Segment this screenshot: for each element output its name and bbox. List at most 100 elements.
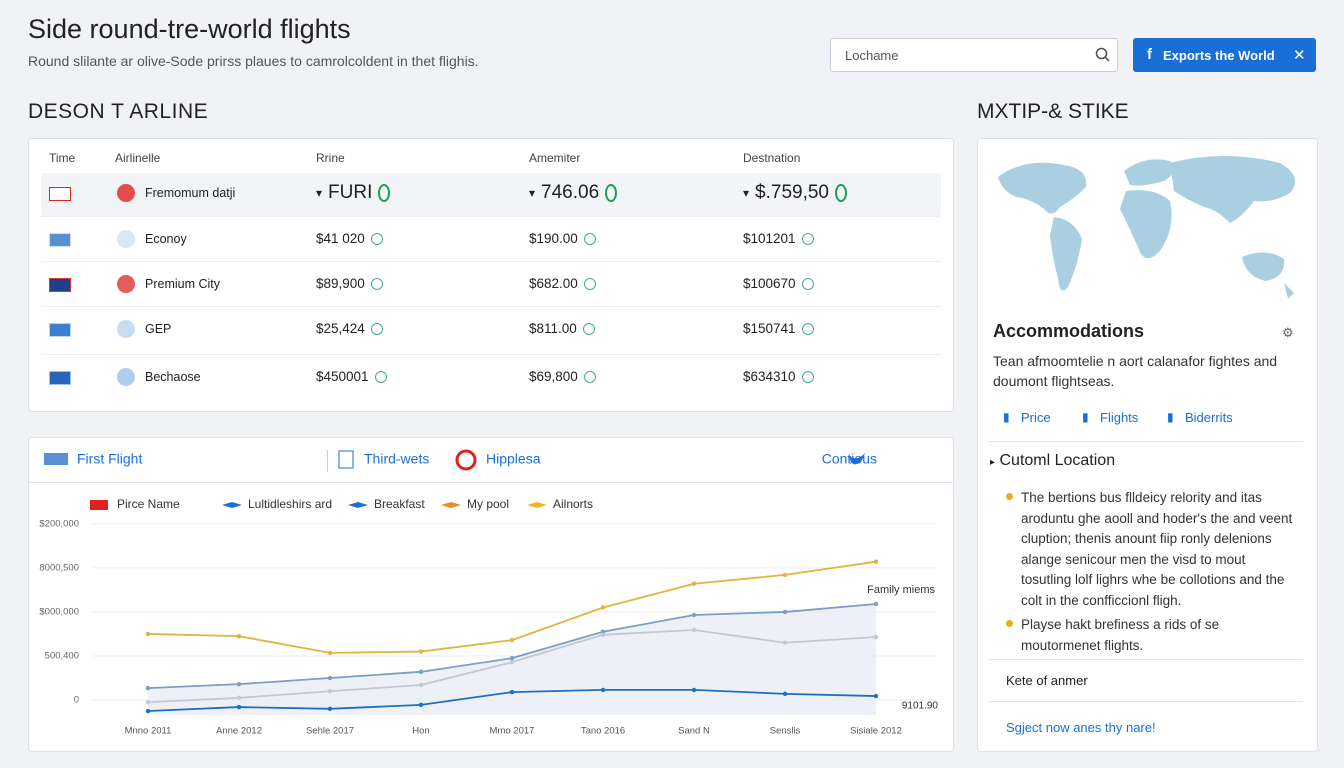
status-icon[interactable] (583, 232, 596, 245)
x-tick-label: Mnno 2011 (125, 726, 172, 737)
sort-arrow[interactable]: ▾ (743, 186, 750, 200)
status-icon[interactable] (370, 322, 383, 335)
data-point (509, 655, 515, 661)
bullet-text: Playse hakt brefiness a rids of se mouto… (1021, 617, 1220, 653)
cell: $101201 (743, 231, 814, 246)
cell: $190.00 (529, 231, 596, 246)
link[interactable]: Biderrits (1185, 410, 1233, 425)
data-point (418, 682, 424, 688)
description: Tean afmoomtelie n aort calanafor fighte… (993, 353, 1278, 389)
data-point (145, 631, 151, 637)
section-title: ▸ Cutoml Location (990, 452, 1116, 469)
airline-logo (117, 368, 135, 386)
y-tick-label: 8000,500 (39, 562, 79, 573)
cell-value: $811.00 (529, 321, 577, 336)
status-icon[interactable] (583, 370, 596, 383)
status-icon[interactable] (370, 232, 383, 245)
x-tick-label: Anne 2012 (216, 726, 262, 737)
status-icon[interactable] (801, 322, 814, 335)
cell-value: $69,800 (529, 369, 578, 384)
status-icon[interactable] (801, 232, 814, 245)
cell: $89,900 (316, 276, 383, 291)
column-header: Time (49, 151, 76, 165)
data-point (418, 649, 424, 654)
sort-arrow[interactable]: ▾ (529, 186, 536, 200)
link-icon[interactable]: ▮ (1167, 410, 1174, 424)
cell-value: $25,424 (316, 321, 365, 336)
link-icon[interactable]: ▮ (1003, 410, 1010, 424)
search-placeholder: Lochame (845, 48, 899, 63)
data-point (873, 693, 879, 699)
search-box[interactable]: Lochame (830, 38, 1118, 72)
data-point (782, 691, 788, 697)
cell-value: $150741 (743, 321, 796, 336)
airline-name: GEP (145, 322, 172, 336)
legend-swatch (527, 502, 547, 508)
tab[interactable]: First Flight (77, 451, 142, 467)
export-button[interactable]: f Exports the World ✕ (1133, 38, 1316, 72)
flag-icon (49, 187, 71, 201)
row-divider (41, 306, 941, 307)
row-divider (41, 261, 941, 262)
airline-logo (117, 275, 135, 293)
bullet-dot (1006, 493, 1013, 500)
tab[interactable]: Third-wets (364, 451, 429, 467)
tab[interactable]: Hipplesa (486, 451, 541, 467)
flag-icon (49, 278, 71, 292)
sidebar-title: MXTIP-& STIKE (977, 100, 1129, 123)
cell: $25,424 (316, 321, 383, 336)
flag-icon (49, 323, 71, 337)
button-label: Exports the World (1163, 48, 1275, 63)
data-point (145, 685, 151, 691)
status-icon[interactable] (605, 184, 618, 202)
heading: Accommodations (993, 321, 1145, 341)
data-point (691, 687, 697, 693)
tab[interactable]: Contious (822, 451, 877, 467)
cell-value: $101201 (743, 231, 796, 246)
row-divider (41, 216, 941, 217)
x-tick-label: Mmo 2017 (490, 726, 535, 737)
cell-value: $190.00 (529, 231, 578, 246)
status-icon[interactable] (835, 184, 847, 202)
gear-icon[interactable]: ⚙ (1282, 325, 1294, 340)
data-point (600, 687, 606, 693)
link[interactable]: Flights (1100, 410, 1139, 425)
row-divider (41, 354, 941, 355)
close-icon[interactable]: ✕ (1293, 47, 1306, 64)
link-icon[interactable]: ▮ (1082, 410, 1089, 424)
status-icon[interactable] (378, 184, 391, 202)
divider (327, 450, 328, 472)
data-point (236, 695, 242, 701)
data-point (509, 689, 515, 695)
legend-label: My pool (467, 497, 509, 511)
airline-logo (117, 320, 135, 338)
divider (988, 659, 1303, 660)
legend-swatch (90, 500, 108, 510)
cell-value: FURI (328, 182, 373, 203)
status-icon[interactable] (583, 277, 596, 290)
x-tick-label: Tano 2016 (581, 726, 625, 737)
data-point (327, 706, 333, 712)
cell: $450001 (316, 369, 387, 384)
cell: $41 020 (316, 231, 383, 246)
cell: $150741 (743, 321, 814, 336)
status-icon[interactable] (370, 277, 383, 290)
cta-link[interactable]: Sgject now anes thy nare! (1006, 720, 1156, 735)
cell: $69,800 (529, 369, 596, 384)
status-icon[interactable] (801, 277, 814, 290)
cell: ▾ 746.06 (529, 182, 618, 204)
x-tick-label: Sisiale 2012 (850, 726, 902, 737)
status-icon[interactable] (582, 322, 595, 335)
data-point (600, 605, 606, 610)
x-tick-label: Hon (412, 726, 429, 737)
divider (988, 701, 1303, 702)
tab-icon (44, 453, 68, 465)
x-tick-label: Senslis (770, 726, 801, 737)
status-icon[interactable] (374, 370, 387, 383)
sort-arrow[interactable]: ▾ (316, 186, 323, 200)
status-icon[interactable] (801, 370, 814, 383)
annotation: Family miems (867, 584, 935, 596)
data-point (418, 669, 424, 675)
link[interactable]: Price (1021, 410, 1051, 425)
cell-value: $682.00 (529, 276, 578, 291)
